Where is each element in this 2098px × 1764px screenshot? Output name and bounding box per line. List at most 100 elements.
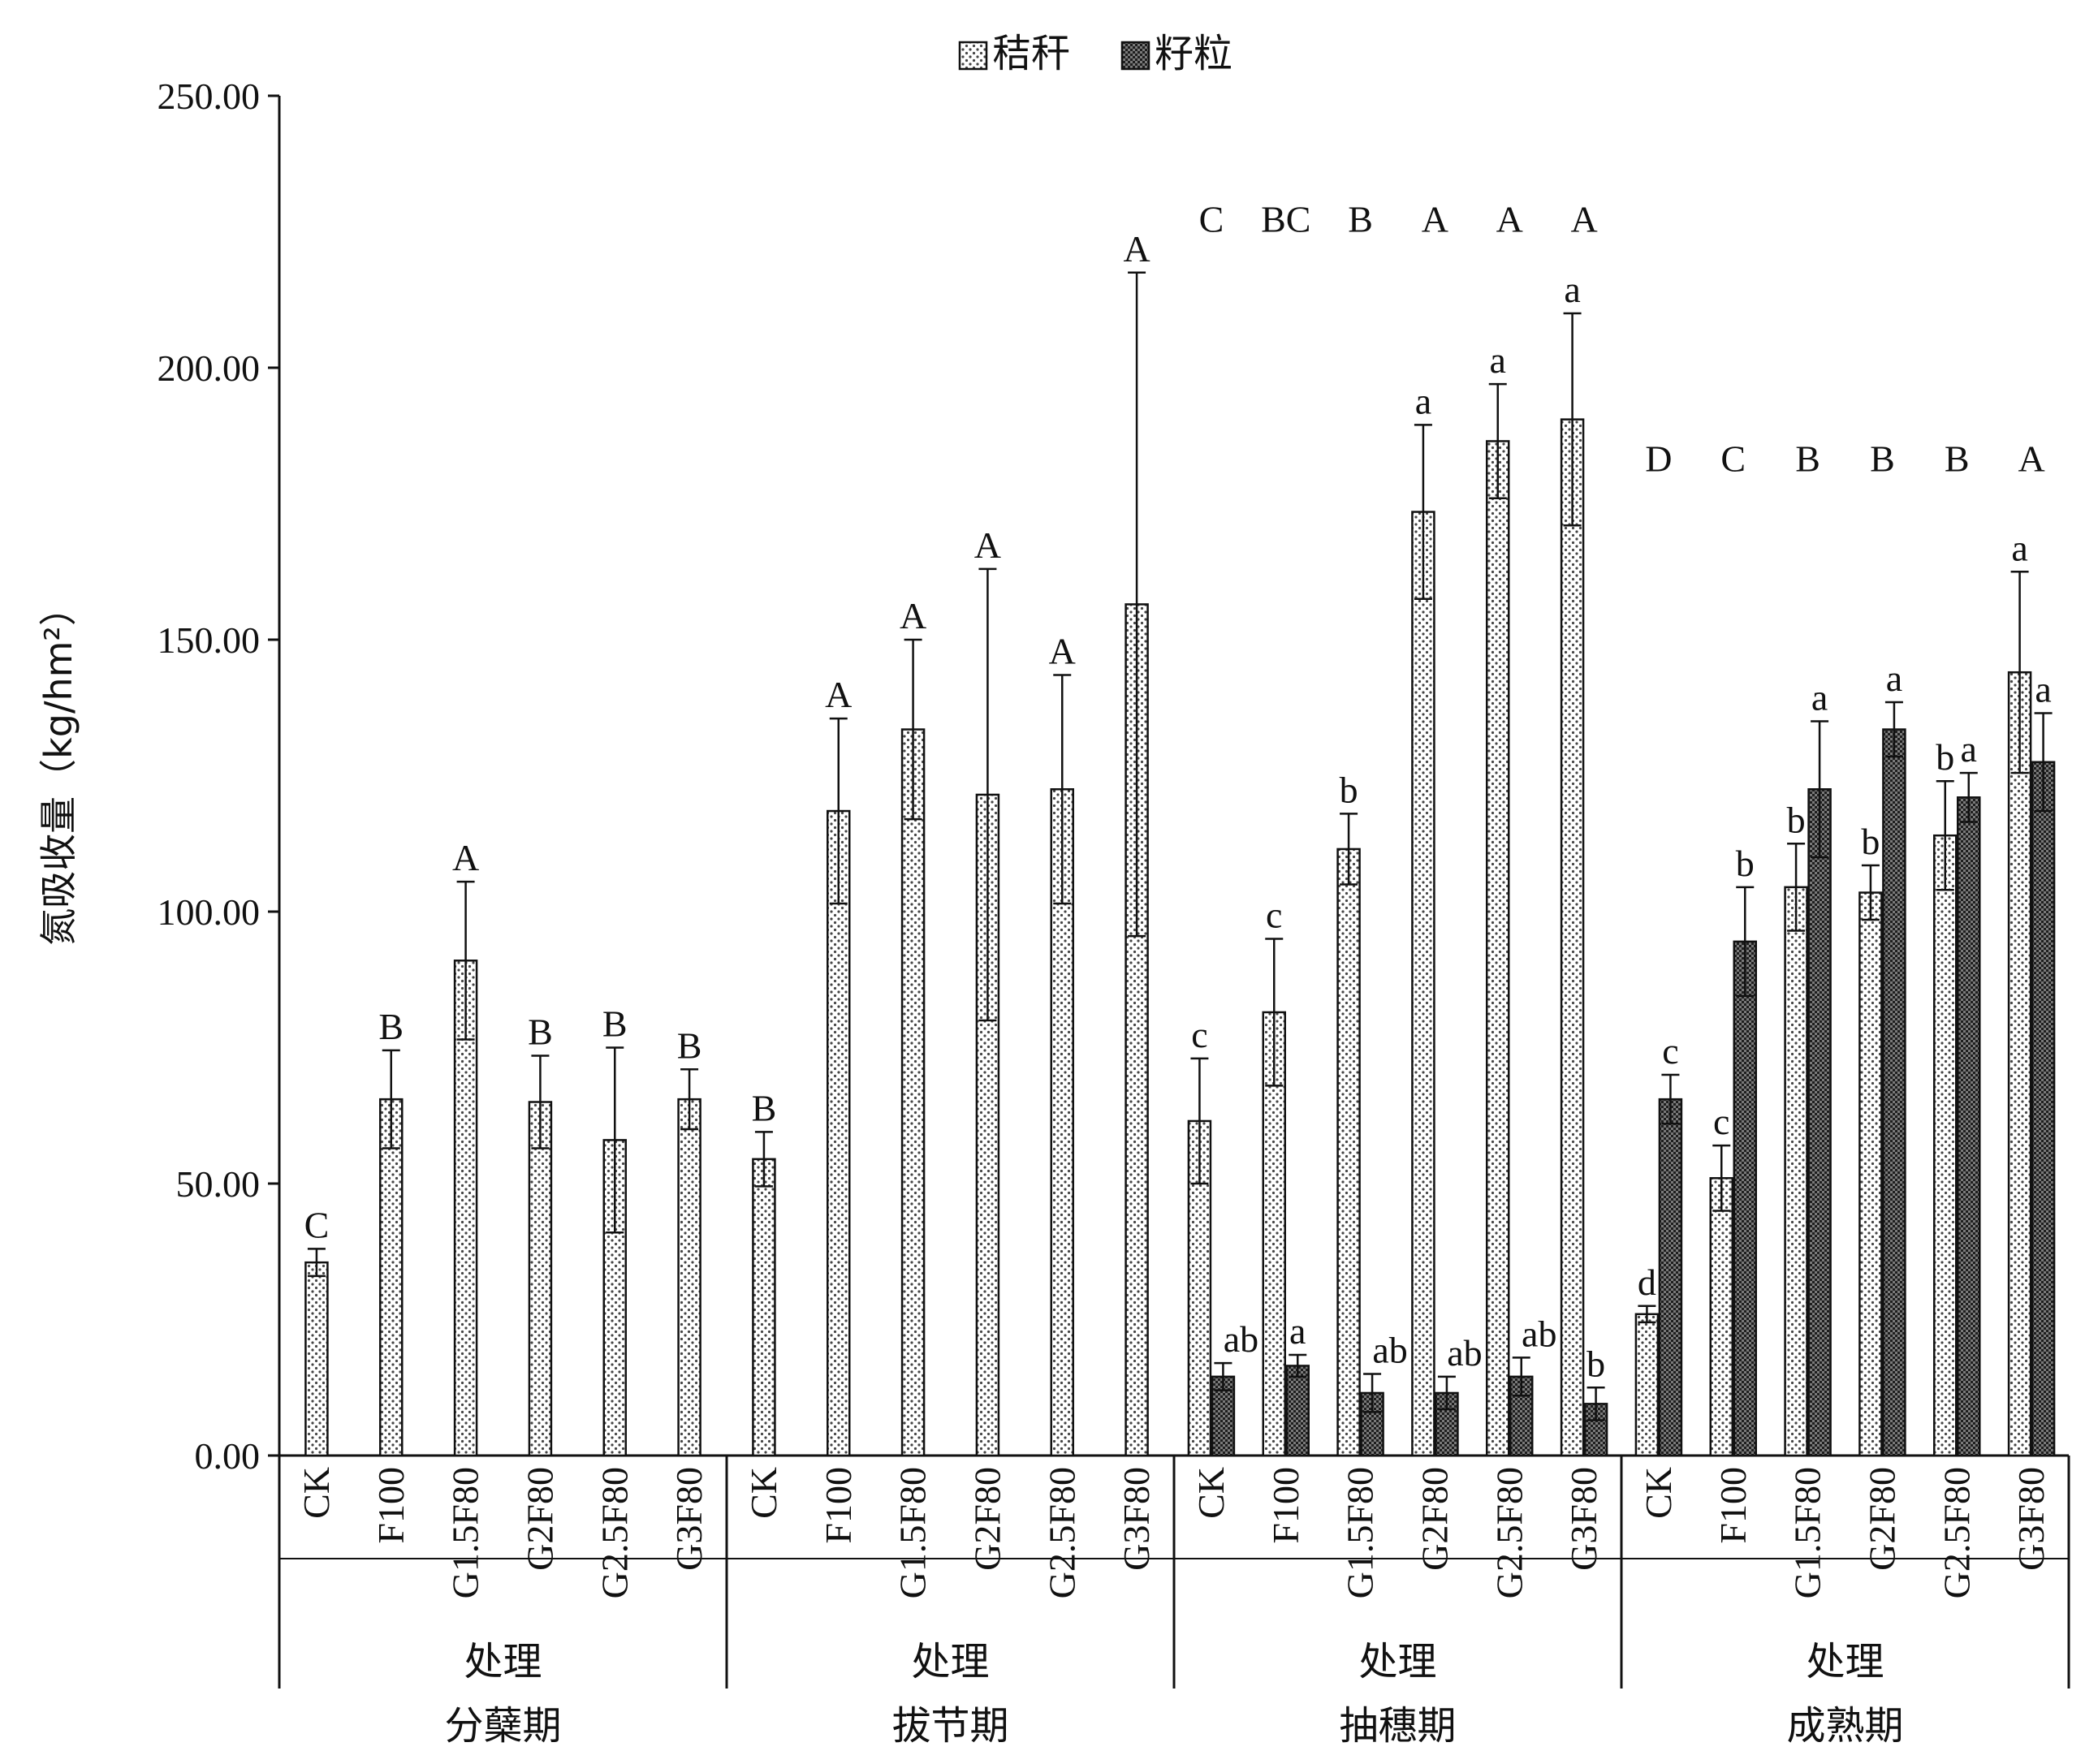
significance-letter: b [1586,1343,1605,1384]
x-tick-label: CK [1190,1467,1232,1519]
significance-letter: a [2011,527,2027,568]
bar-grain [2031,761,2056,1457]
bar-straw [1933,834,1958,1457]
group-significance-letter: B [1945,438,1970,479]
bar-straw [528,1101,553,1457]
significance-letter: c [1713,1101,1729,1142]
significance-letter: A [900,595,926,636]
bar-straw [1784,886,1808,1457]
significance-letter: A [1049,631,1076,672]
significance-letter: B [528,1011,553,1053]
significance-letter: a [2035,668,2051,709]
y-tick-label: 0.00 [195,1435,261,1477]
group-significance-letter: A [1496,199,1523,240]
x-tick-label: G1.5F80 [892,1467,934,1598]
significance-letter: c [1191,1014,1207,1055]
x-tick-label: F100 [1265,1467,1306,1544]
bar-straw [1858,891,1883,1457]
y-tick-label: 250.00 [158,75,261,117]
bar-straw [2007,671,2032,1457]
significance-letter: a [1289,1310,1306,1352]
y-axis: 0.00 50.00 100.00 150.00 200.00 250.00 [158,75,281,1689]
significance-letter: a [1886,658,1902,699]
x-tick-label: CK [743,1467,784,1519]
x-axis-title: 处理 [1806,1639,1884,1684]
x-tick-label: G3F80 [668,1467,710,1571]
group-significance-letter: B [1795,438,1820,479]
x-tick-label: G2F80 [966,1467,1008,1571]
bar-straw [900,728,926,1457]
y-tick-label: 150.00 [158,619,261,661]
significance-letter: ab [1224,1318,1258,1360]
significance-letter: c [1662,1030,1678,1072]
stage-label: 抽穗期 [1339,1703,1456,1749]
bar-grain [1957,796,1981,1457]
bar-straw [453,960,478,1457]
x-tick-label: G2.5F80 [1936,1467,1977,1598]
significance-letter: A [825,674,852,715]
significance-letter: a [1415,380,1431,421]
significance-letter: C [304,1204,330,1245]
x-tick-label: G1.5F80 [1340,1467,1381,1598]
bar-straw [1336,847,1361,1457]
stage-label: 分蘖期 [444,1703,561,1749]
significance-letter: b [1736,843,1755,884]
bar-straw [1709,1177,1733,1457]
x-tick-label: G2.5F80 [594,1467,635,1598]
x-tick-label: G2F80 [519,1467,560,1571]
significance-letter: b [1340,769,1358,810]
bar-straw [1560,418,1585,1457]
group-significance-letter: C [1720,438,1746,479]
bar-straw [752,1158,776,1457]
significance-letter: B [677,1024,702,1066]
significance-letter: ab [1447,1332,1482,1374]
significance-letter: A [974,524,1001,566]
y-tick-label: 100.00 [158,891,261,933]
x-tick-label: G2F80 [1861,1467,1902,1571]
bar-straw [827,809,851,1457]
x-tick-label: G3F80 [1116,1467,1157,1571]
x-axis-title: 处理 [911,1639,989,1684]
x-tick-label: G3F80 [2010,1467,2052,1571]
group-significance-letter: BC [1261,199,1310,240]
x-tick-label: G1.5F80 [1787,1467,1828,1598]
significance-letter: a [1961,728,1977,770]
x-tick-label: F100 [370,1467,412,1544]
x-tick-label: G1.5F80 [445,1467,486,1598]
x-tick-label: CK [1638,1467,1679,1519]
stage-label: 成熟期 [1786,1703,1903,1749]
significance-letter: a [1811,677,1828,718]
legend-swatch-straw [958,41,988,71]
y-axis-label: 氮吸收量（kg/hm²） [37,589,80,946]
bar-straw [304,1261,329,1457]
bar-grain [1435,1391,1459,1457]
significance-letter: A [1123,228,1150,270]
y-tick-label: 200.00 [158,347,261,389]
significance-letter: d [1638,1262,1656,1303]
bar-straw [379,1098,404,1457]
legend-swatch-grain [1120,41,1150,71]
bar-grain [1658,1098,1683,1457]
significance-letter: c [1266,895,1282,936]
significance-letter: b [1936,736,1954,778]
bar-marks [304,271,2056,1457]
significance-letter: B [602,1003,628,1045]
group-significance-letter: A [1570,199,1597,240]
x-tick-label: G2.5F80 [1488,1467,1530,1598]
y-tick-label: 50.00 [176,1163,261,1205]
x-tick-label: G2.5F80 [1041,1467,1082,1598]
significance-letter: a [1490,339,1506,381]
legend-label-straw: 秸秆 [992,31,1070,76]
bar-grain [1733,940,1757,1457]
significance-letter: B [752,1087,777,1128]
x-tick-label: F100 [1712,1467,1754,1544]
bar-straw [1486,440,1510,1457]
bar-straw [677,1098,701,1457]
x-axis-title: 处理 [1358,1639,1436,1684]
bar-straw [1634,1313,1660,1457]
significance-letter: B [378,1006,404,1047]
